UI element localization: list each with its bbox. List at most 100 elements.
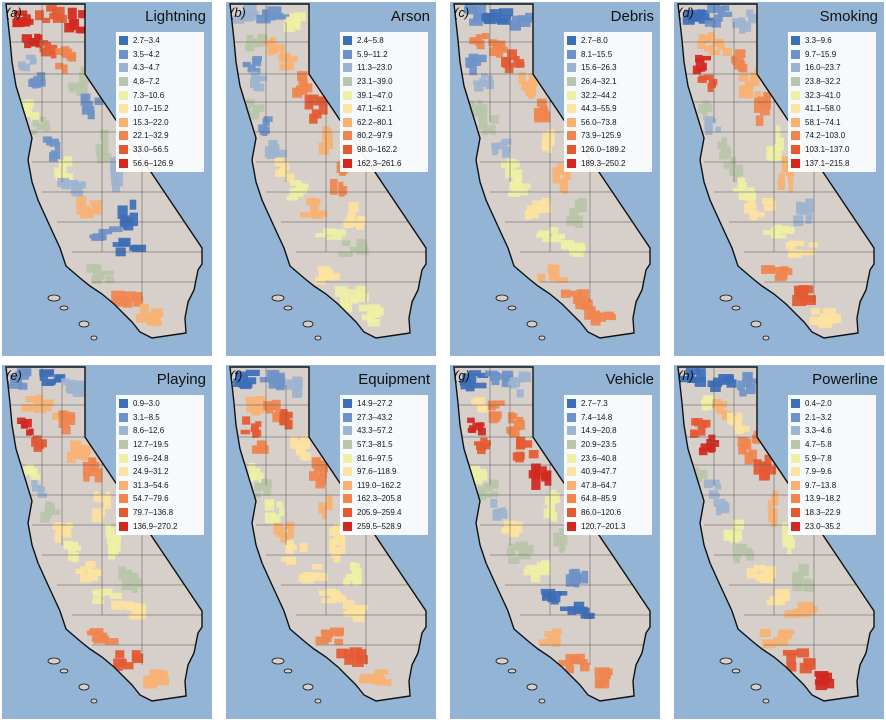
legend-label: 14.9–20.8 bbox=[581, 426, 617, 436]
island bbox=[719, 657, 733, 665]
legend-swatch bbox=[343, 117, 352, 127]
legend-label: 2.1–3.2 bbox=[805, 412, 832, 422]
legend-entry: 22.1–32.9 bbox=[119, 129, 201, 143]
legend-label: 162.3–261.6 bbox=[357, 158, 402, 168]
legend-label: 47.8–64.7 bbox=[581, 480, 617, 490]
legend-entry: 259.5–528.9 bbox=[343, 519, 425, 533]
fire-region bbox=[560, 601, 595, 619]
map-panel-smoking: (d) Smoking 3.3–9.6 9.7–15.9 16.0–23.7 23.8–3… bbox=[674, 2, 884, 356]
panel-title: Lightning bbox=[145, 8, 206, 25]
legend-entry: 32.3–41.0 bbox=[791, 88, 873, 102]
land bbox=[230, 4, 426, 338]
island bbox=[526, 683, 538, 691]
island bbox=[731, 668, 741, 674]
legend-label: 40.9–47.7 bbox=[581, 467, 617, 477]
island bbox=[47, 657, 61, 665]
legend-swatch bbox=[343, 426, 352, 436]
legend-swatch bbox=[119, 117, 128, 127]
island bbox=[750, 320, 762, 328]
fire-region bbox=[566, 198, 587, 228]
fire-region bbox=[245, 33, 269, 52]
legend-label: 4.7–5.8 bbox=[805, 440, 832, 450]
legend-swatch bbox=[567, 494, 576, 504]
fire-region bbox=[21, 394, 44, 413]
legend-entry: 44.3–55.9 bbox=[567, 102, 649, 116]
fire-region bbox=[315, 228, 346, 240]
legend: 0.9–3.0 3.1–8.5 8.6–12.6 12.7–19.5 19.6–24.8… bbox=[116, 395, 204, 535]
fire-region bbox=[508, 371, 531, 398]
fire-region bbox=[279, 409, 293, 430]
land bbox=[6, 4, 202, 338]
fire-region bbox=[537, 264, 569, 283]
fire-region bbox=[315, 627, 345, 646]
legend-entry: 80.2–97.9 bbox=[343, 129, 425, 143]
fire-region bbox=[468, 465, 488, 485]
island bbox=[90, 698, 98, 704]
fire-region bbox=[761, 265, 793, 282]
island bbox=[283, 668, 293, 674]
legend-swatch bbox=[119, 77, 128, 87]
fire-region bbox=[488, 39, 508, 58]
legend-label: 0.4–2.0 bbox=[805, 399, 832, 409]
legend-entry: 2.7–8.0 bbox=[567, 34, 649, 48]
legend-entry: 7.4–14.8 bbox=[567, 411, 649, 425]
legend-label: 58.1–74.1 bbox=[805, 117, 841, 127]
fire-region bbox=[501, 49, 525, 74]
fire-region bbox=[64, 7, 88, 34]
fire-region bbox=[707, 374, 737, 392]
fire-region bbox=[242, 56, 262, 74]
legend-label: 20.9–23.5 bbox=[581, 440, 617, 450]
legend-swatch bbox=[567, 426, 576, 436]
legend-entry: 7.3–10.6 bbox=[119, 88, 201, 102]
legend-swatch bbox=[567, 63, 576, 73]
panel-letter: (a) bbox=[6, 5, 22, 20]
fire-region bbox=[61, 378, 86, 397]
fire-region bbox=[501, 520, 523, 538]
panel-title: Playing bbox=[156, 371, 206, 388]
legend-label: 13.9–18.2 bbox=[805, 494, 841, 504]
panel-letter: (b) bbox=[230, 5, 246, 20]
fire-region bbox=[523, 560, 551, 583]
legend-swatch bbox=[791, 63, 800, 73]
state-outline bbox=[5, 366, 203, 702]
legend-label: 22.1–32.9 bbox=[133, 131, 169, 141]
fire-region bbox=[746, 564, 777, 584]
island bbox=[495, 657, 509, 665]
fire-region bbox=[766, 125, 784, 162]
legend-swatch bbox=[343, 480, 352, 490]
legend-label: 41.1–58.0 bbox=[805, 104, 841, 114]
legend-swatch bbox=[567, 412, 576, 422]
fire-region bbox=[528, 463, 552, 490]
fire-region bbox=[723, 519, 744, 543]
legend-entry: 98.0–162.2 bbox=[343, 143, 425, 157]
legend-label: 31.3–54.6 bbox=[133, 480, 169, 490]
legend-label: 136.9–270.2 bbox=[133, 521, 178, 531]
state-outline bbox=[453, 366, 651, 702]
legend-label: 15.3–22.0 bbox=[133, 117, 169, 127]
fire-region bbox=[76, 196, 103, 219]
legend-swatch bbox=[791, 90, 800, 100]
island bbox=[495, 294, 509, 302]
legend-swatch bbox=[343, 508, 352, 518]
legend-label: 4.3–4.7 bbox=[133, 63, 160, 73]
fire-region bbox=[117, 199, 138, 231]
island bbox=[90, 335, 98, 341]
legend-entry: 40.9–47.7 bbox=[567, 465, 649, 479]
california-map bbox=[2, 365, 212, 719]
island bbox=[78, 683, 90, 691]
legend-swatch bbox=[567, 90, 576, 100]
legend-swatch bbox=[343, 36, 352, 46]
island bbox=[750, 683, 762, 691]
island bbox=[283, 305, 293, 311]
fire-region bbox=[473, 437, 491, 455]
fire-region bbox=[17, 417, 34, 436]
legend-swatch bbox=[567, 467, 576, 477]
fire-region bbox=[692, 54, 711, 75]
land bbox=[6, 367, 202, 701]
fire-region bbox=[732, 9, 761, 34]
panel-letter: (c) bbox=[454, 5, 470, 20]
legend-entry: 24.9–31.2 bbox=[119, 465, 201, 479]
island bbox=[59, 668, 69, 674]
legend-entry: 20.9–23.5 bbox=[567, 438, 649, 452]
legend-swatch bbox=[567, 453, 576, 463]
